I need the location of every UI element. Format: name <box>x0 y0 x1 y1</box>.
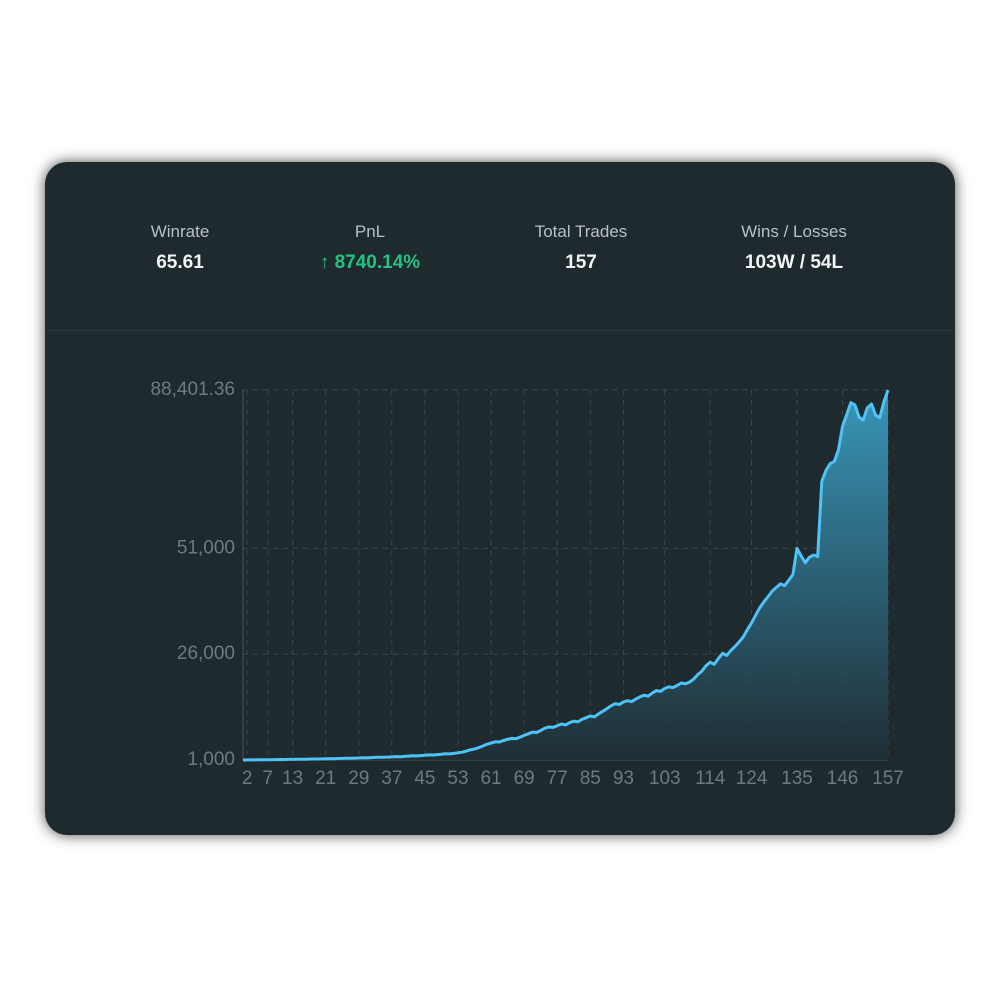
y-tick-label: 26,000 <box>177 643 235 664</box>
x-tick-label: 93 <box>613 768 634 789</box>
divider <box>45 330 955 331</box>
stat-value: 157 <box>565 252 597 273</box>
line <box>242 389 890 762</box>
x-tick-label: 37 <box>381 768 402 789</box>
y-tick-label: 1,000 <box>187 749 235 770</box>
stats-card: Winrate 65.61 PnL ↑ 8740.14% Total Trade… <box>45 162 955 835</box>
x-tick-label: 103 <box>649 768 681 789</box>
x-tick-label: 85 <box>580 768 601 789</box>
stat-label: Total Trades <box>534 222 628 241</box>
x-tick-label: 2 <box>242 768 253 789</box>
x-tick-label: 146 <box>827 768 859 789</box>
stat: Wins / Losses 103W / 54L <box>694 222 894 274</box>
x-tick-label: 77 <box>547 768 568 789</box>
x-tick-label: 53 <box>447 768 468 789</box>
x-tick-label: 114 <box>695 768 726 789</box>
stat-value: 65.61 <box>156 252 204 273</box>
x-tick-label: 13 <box>282 768 303 789</box>
x-tick-label: 29 <box>348 768 369 789</box>
stat-value: 103W / 54L <box>744 252 844 273</box>
x-tick-label: 7 <box>263 768 274 789</box>
x-tick-label: 135 <box>781 768 813 789</box>
x-tick-label: 124 <box>736 768 768 789</box>
stat: Winrate 65.61 <box>80 222 280 274</box>
area <box>243 390 888 760</box>
stat-label: Wins / Losses <box>741 222 847 241</box>
x-tick-label: 21 <box>315 768 336 789</box>
y-tick-label: 51,000 <box>177 537 235 558</box>
stat: PnL ↑ 8740.14% <box>270 222 470 274</box>
x-tick-label: 61 <box>481 768 502 789</box>
stat: Total Trades 157 <box>481 222 681 274</box>
x-tick-label: 69 <box>514 768 535 789</box>
x-tick-label: 157 <box>872 768 904 789</box>
stat-label: PnL <box>354 222 386 241</box>
y-tick-label: 88,401.36 <box>150 379 235 400</box>
x-tick-label: 45 <box>414 768 435 789</box>
stat-value: ↑ 8740.14% <box>319 252 421 273</box>
stat-label: Winrate <box>150 222 210 241</box>
